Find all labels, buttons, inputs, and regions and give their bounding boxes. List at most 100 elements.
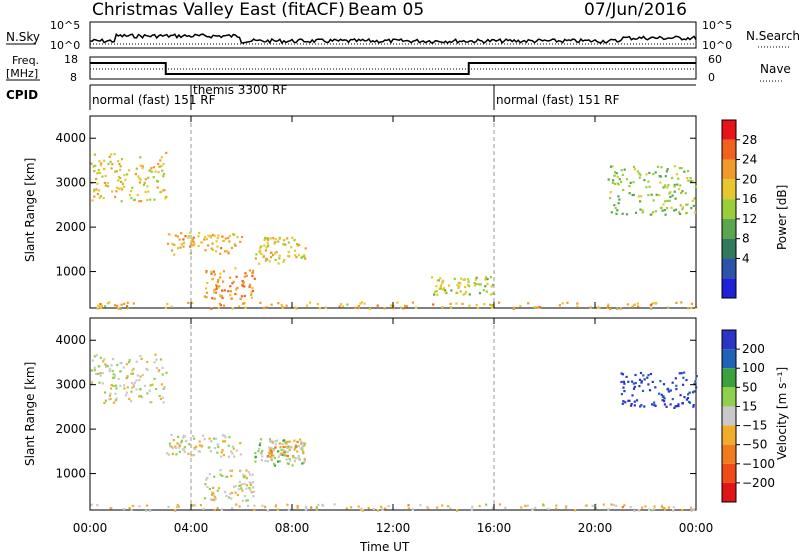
heatmap-cell xyxy=(647,383,650,386)
heatmap-cell xyxy=(260,459,263,462)
heatmap-cell xyxy=(213,495,217,498)
heatmap-cell xyxy=(90,382,93,385)
heatmap-cell xyxy=(261,455,264,458)
heatmap-cell xyxy=(244,475,247,478)
heatmap-cell xyxy=(652,199,655,202)
heatmap-cell xyxy=(227,496,231,499)
heatmap-cell xyxy=(303,254,306,257)
heatmap-cell xyxy=(649,304,653,307)
heatmap-cell xyxy=(301,255,304,258)
heatmap-cell xyxy=(610,503,613,506)
heatmap-cell xyxy=(270,454,273,457)
freq-panel xyxy=(89,56,697,80)
heatmap-cell xyxy=(230,469,234,472)
heatmap-cell xyxy=(286,454,289,458)
heatmap-cell xyxy=(115,397,118,400)
heatmap-cell xyxy=(94,164,97,167)
heatmap-cell xyxy=(625,375,628,378)
heatmap-cell xyxy=(533,306,536,309)
heatmap-cell xyxy=(245,274,248,277)
heatmap-cell xyxy=(303,442,307,445)
heatmap-cell xyxy=(233,233,236,236)
heatmap-cell xyxy=(132,384,135,387)
heatmap-cell xyxy=(607,178,610,181)
heatmap-cell xyxy=(440,284,443,287)
heatmap-cell xyxy=(270,256,273,259)
heatmap-cell xyxy=(147,190,150,193)
heatmap-cell xyxy=(278,442,282,445)
heatmap-cell xyxy=(116,363,119,367)
colorbar-tick-label: 20 xyxy=(742,172,757,186)
nsky-trace xyxy=(89,32,697,45)
heatmap-cell xyxy=(283,239,286,242)
velocity-panel-frame xyxy=(89,317,697,511)
heatmap-cell xyxy=(97,304,100,307)
colorbar-tick-label: 15 xyxy=(742,399,757,413)
heatmap-cell xyxy=(264,459,267,462)
heatmap-cell xyxy=(267,238,270,241)
velocity-heatmap xyxy=(90,318,698,513)
heatmap-cell xyxy=(171,242,174,245)
heatmap-cell xyxy=(143,384,146,387)
heatmap-cell xyxy=(214,291,217,294)
heatmap-cell xyxy=(456,291,459,294)
heatmap-cell xyxy=(253,504,256,507)
heatmap-cell xyxy=(686,177,689,180)
heatmap-cell xyxy=(96,193,99,196)
heatmap-cell xyxy=(629,181,632,184)
heatmap-cell xyxy=(128,359,131,362)
heatmap-cell xyxy=(449,306,453,309)
heatmap-cell xyxy=(266,509,269,512)
heatmap-cell xyxy=(685,212,688,215)
heatmap-cell xyxy=(209,450,212,453)
colorbar-tick-label: −100 xyxy=(742,457,775,471)
heatmap-cell xyxy=(212,270,215,273)
heatmap-cell xyxy=(254,451,257,455)
heatmap-cell xyxy=(278,237,281,241)
heatmap-cell xyxy=(594,503,597,506)
heatmap-cell xyxy=(138,395,141,398)
heatmap-cell xyxy=(108,367,112,370)
heatmap-cell xyxy=(441,306,444,309)
heatmap-cell xyxy=(210,307,213,310)
heatmap-cell xyxy=(436,279,439,282)
heatmap-cell xyxy=(205,478,208,481)
heatmap-cell xyxy=(345,507,348,510)
heatmap-cell xyxy=(439,287,443,290)
heatmap-cell xyxy=(632,181,635,184)
heatmap-cell xyxy=(547,507,550,510)
heatmap-cell xyxy=(101,372,104,375)
heatmap-cell xyxy=(137,175,140,178)
heatmap-cell xyxy=(210,270,213,273)
heatmap-cell xyxy=(108,370,111,373)
heatmap-cell xyxy=(119,165,122,168)
heatmap-cell xyxy=(662,395,665,398)
heatmap-cell xyxy=(663,403,666,406)
heatmap-cell xyxy=(640,195,643,198)
heatmap-cell xyxy=(248,486,251,490)
heatmap-cell xyxy=(222,454,225,457)
heatmap-cell xyxy=(102,168,106,171)
heatmap-cell xyxy=(212,498,215,501)
heatmap-cell xyxy=(229,276,232,279)
heatmap-cell xyxy=(617,195,620,198)
heatmap-cell xyxy=(212,486,215,489)
heatmap-cell xyxy=(616,175,619,179)
heatmap-cell xyxy=(470,508,473,511)
heatmap-cell xyxy=(224,491,227,494)
heatmap-cell xyxy=(119,307,122,310)
heatmap-cell xyxy=(293,460,296,463)
power-panel-frame xyxy=(89,115,697,309)
heatmap-cell xyxy=(618,178,621,181)
heatmap-cell xyxy=(618,198,621,201)
heatmap-cell xyxy=(264,505,267,509)
heatmap-cell xyxy=(676,183,679,186)
colorbar-swatch xyxy=(722,406,736,426)
heatmap-cell xyxy=(106,365,109,368)
heatmap-cell xyxy=(215,250,218,253)
heatmap-cell xyxy=(677,188,681,191)
heatmap-cell xyxy=(300,256,303,259)
heatmap-cell xyxy=(93,170,96,173)
